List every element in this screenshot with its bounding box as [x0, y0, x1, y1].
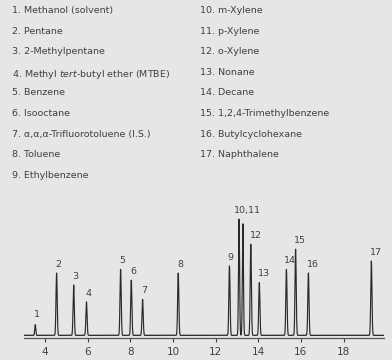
Text: 16. Butylcyclohexane: 16. Butylcyclohexane — [200, 130, 302, 139]
Text: 3. 2-Methylpentane: 3. 2-Methylpentane — [12, 47, 105, 56]
Text: 13: 13 — [258, 269, 270, 278]
Text: 5. Benzene: 5. Benzene — [12, 89, 65, 98]
Text: 13. Nonane: 13. Nonane — [200, 68, 254, 77]
Text: 8: 8 — [177, 260, 183, 269]
Text: 10. m-Xylene: 10. m-Xylene — [200, 6, 263, 15]
Text: 2: 2 — [56, 260, 62, 269]
Text: 12. o-Xylene: 12. o-Xylene — [200, 47, 259, 56]
Text: 15. 1,2,4-Trimethylbenzene: 15. 1,2,4-Trimethylbenzene — [200, 109, 329, 118]
Text: 8. Toluene: 8. Toluene — [12, 150, 60, 159]
Text: 14: 14 — [284, 256, 296, 265]
Text: 15: 15 — [294, 236, 306, 245]
Text: 14. Decane: 14. Decane — [200, 89, 254, 98]
Text: 10,11: 10,11 — [234, 206, 261, 215]
Text: 9: 9 — [227, 253, 233, 262]
Text: 1: 1 — [34, 310, 40, 319]
Text: 16: 16 — [307, 260, 319, 269]
Text: 1. Methanol (solvent): 1. Methanol (solvent) — [12, 6, 113, 15]
Text: 6: 6 — [130, 267, 136, 276]
Text: 3: 3 — [73, 272, 79, 281]
Text: 17: 17 — [370, 248, 382, 257]
Text: 4: 4 — [85, 289, 91, 298]
Text: 17. Naphthalene: 17. Naphthalene — [200, 150, 279, 159]
Text: 6. Isooctane: 6. Isooctane — [12, 109, 70, 118]
Text: 12: 12 — [250, 231, 262, 240]
Text: 5: 5 — [119, 256, 125, 265]
Text: 2. Pentane: 2. Pentane — [12, 27, 62, 36]
Text: 11. p-Xylene: 11. p-Xylene — [200, 27, 259, 36]
Text: 4. Methyl $\mathit{tert}$-butyl ether (MTBE): 4. Methyl $\mathit{tert}$-butyl ether (M… — [12, 68, 170, 81]
Text: 7: 7 — [141, 286, 147, 295]
Text: 9. Ethylbenzene: 9. Ethylbenzene — [12, 171, 88, 180]
Text: 7. α,α,α-Trifluorotoluene (I.S.): 7. α,α,α-Trifluorotoluene (I.S.) — [12, 130, 151, 139]
